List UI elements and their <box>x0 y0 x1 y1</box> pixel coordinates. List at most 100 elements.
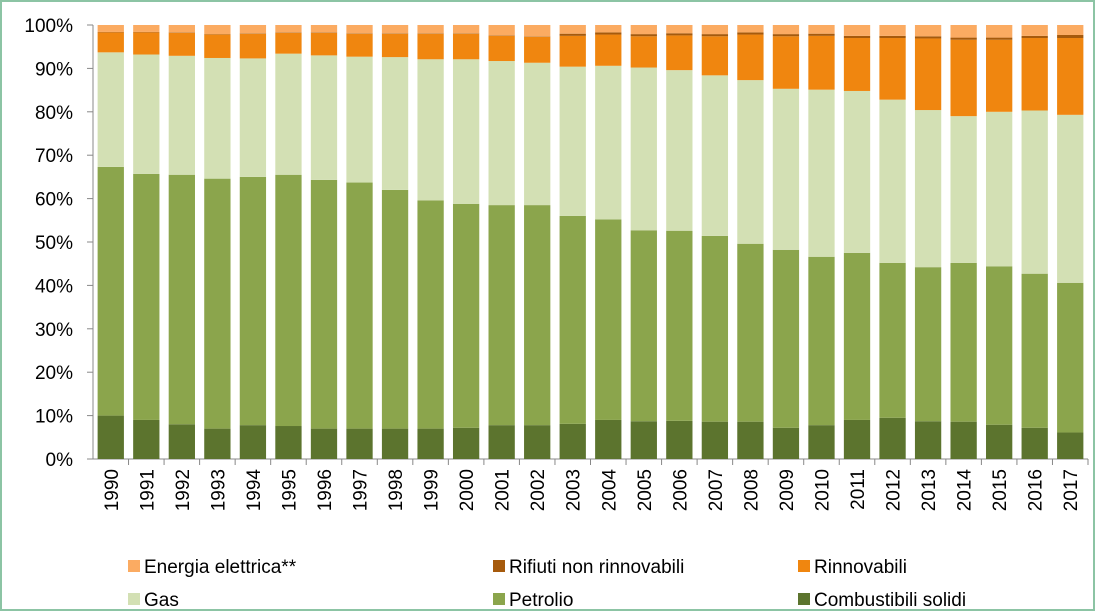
bar-segment <box>310 428 338 459</box>
bar-segment <box>595 65 622 220</box>
bar-segment <box>97 52 124 167</box>
x-tick-label: 2010 <box>812 469 833 511</box>
bar-segment <box>772 427 800 459</box>
bar-segment <box>310 25 338 33</box>
legend-label: Rinnovabili <box>814 557 907 578</box>
legend-swatch <box>798 560 810 572</box>
bar-segment <box>630 421 657 459</box>
bar-segment <box>772 36 800 89</box>
bar-segment <box>417 25 444 34</box>
bar-segment <box>133 419 160 459</box>
y-tick-label: 60% <box>35 190 73 211</box>
bar-segment <box>346 56 373 183</box>
bar-segment <box>168 25 195 33</box>
bar-segment <box>524 425 551 459</box>
bar-segment <box>666 230 693 421</box>
x-tick-label: 1995 <box>279 469 300 511</box>
x-tick-label: 2003 <box>564 469 585 511</box>
legend-label: Petrolio <box>509 590 573 611</box>
legend-swatch <box>493 560 505 572</box>
bar-segment <box>701 421 729 459</box>
bar-segment <box>986 37 1013 40</box>
x-tick-label: 2001 <box>493 469 514 511</box>
x-tick-label: 1998 <box>386 469 407 511</box>
bar-segment <box>381 25 409 34</box>
bar-segment <box>381 428 409 459</box>
bar-segment <box>1021 25 1048 36</box>
bar-segment <box>1057 38 1084 115</box>
y-tick-label: 10% <box>35 407 73 428</box>
bar-segment <box>808 35 835 90</box>
bar-segment <box>843 419 871 459</box>
legend-label: Gas <box>144 590 179 611</box>
bar-segment <box>595 419 622 459</box>
bar-segment <box>666 420 693 459</box>
bar-segment <box>737 80 764 244</box>
bar-segment <box>559 35 586 67</box>
bar-segment <box>666 35 693 71</box>
x-tick-label: 1990 <box>102 469 123 511</box>
bar-segment <box>879 417 906 459</box>
x-tick-label: 2012 <box>884 469 905 511</box>
bar-segment <box>524 36 551 63</box>
bar-segment <box>986 25 1013 38</box>
x-tick-label: 2009 <box>777 469 798 511</box>
bar-segment <box>559 66 586 216</box>
bar-segment <box>346 33 373 57</box>
bar-segment <box>914 36 942 39</box>
bar-segment <box>950 39 977 117</box>
bar-segment <box>452 33 480 60</box>
y-tick-label: 40% <box>35 276 73 297</box>
bar-segment <box>808 89 835 257</box>
x-tick-label: 1999 <box>422 469 443 511</box>
bar-segment <box>381 57 409 190</box>
bar-segment <box>808 33 835 36</box>
bar-segment <box>986 39 1013 112</box>
bar-segment <box>950 25 977 38</box>
bar-segment <box>914 421 942 459</box>
bar-segment <box>97 415 124 459</box>
x-tick-label: 1996 <box>315 469 336 511</box>
y-tick-label: 100% <box>24 16 73 37</box>
bar-segment <box>559 215 586 424</box>
bar-segment <box>239 58 267 177</box>
bar-segment <box>986 111 1013 267</box>
y-tick-label: 90% <box>35 59 73 80</box>
bar-segment <box>879 38 906 100</box>
bar-segment <box>986 424 1013 459</box>
legend-swatch <box>493 593 505 605</box>
bar-segment <box>914 38 942 111</box>
bar-segment <box>524 205 551 426</box>
legend-swatch <box>128 593 140 605</box>
y-tick-label: 20% <box>35 363 73 384</box>
bar-segment <box>310 179 338 429</box>
bar-segment <box>133 54 160 174</box>
bar-segment <box>488 425 515 459</box>
bar-segment <box>1021 38 1048 111</box>
bar-segment <box>737 25 764 33</box>
x-tick-label: 2015 <box>990 469 1011 511</box>
bar-segment <box>843 252 871 420</box>
bar-segment <box>239 176 267 426</box>
bar-segment <box>914 110 942 268</box>
bar-segment <box>701 235 729 422</box>
bar-segment <box>843 90 871 253</box>
bar-segment <box>737 243 764 422</box>
bar-segment <box>950 421 977 459</box>
bar-segment <box>239 425 267 459</box>
x-tick-label: 2016 <box>1026 469 1047 511</box>
bar-segment <box>133 173 160 420</box>
bar-segment <box>630 36 657 68</box>
bar-segment <box>488 35 515 62</box>
bar-segment <box>737 34 764 81</box>
bar-segment <box>204 25 231 35</box>
bar-segment <box>204 34 231 58</box>
bar-segment <box>168 174 195 425</box>
bar-segment <box>950 262 977 422</box>
bar-segment <box>381 33 409 58</box>
legend-label: Energia elettrica** <box>144 557 297 578</box>
bar-segment <box>595 32 622 35</box>
bar-segment <box>381 189 409 429</box>
x-tick-label: 1991 <box>137 469 158 511</box>
